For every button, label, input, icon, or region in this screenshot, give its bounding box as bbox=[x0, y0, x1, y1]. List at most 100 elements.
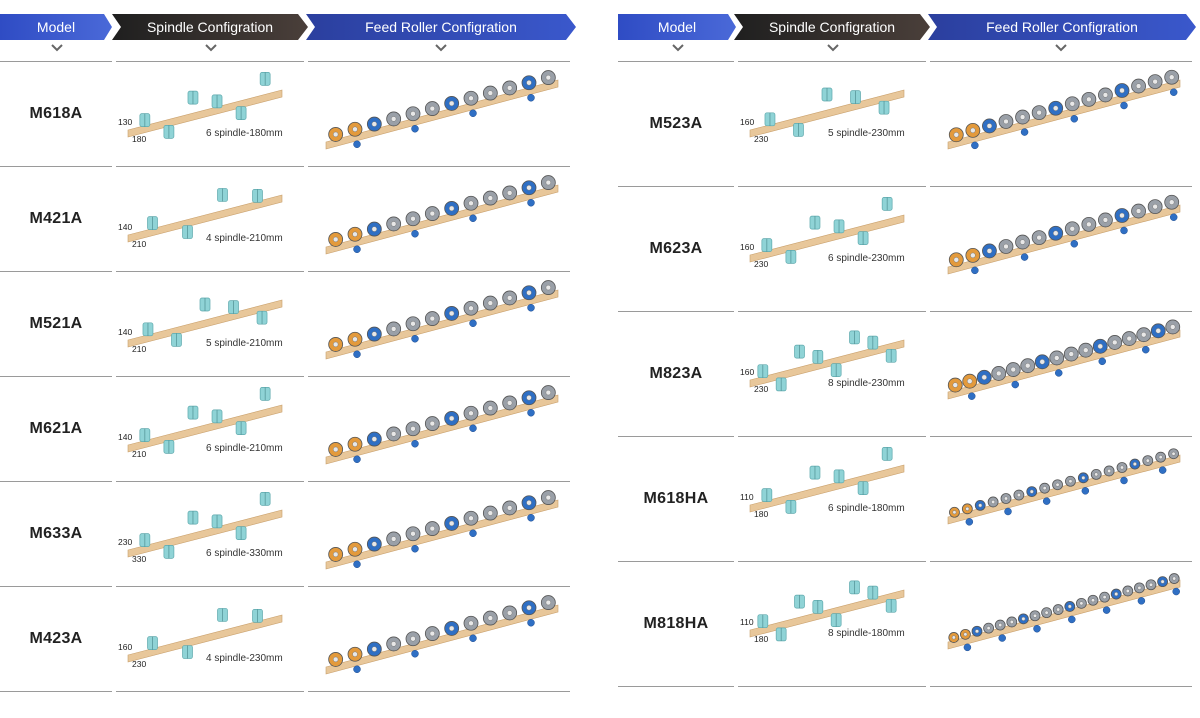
feed-roller-hub bbox=[448, 310, 455, 317]
table-row: M633A 230 330 6 spindle-330mm bbox=[0, 482, 576, 587]
row-divider bbox=[116, 481, 304, 482]
spindle-unit bbox=[857, 231, 869, 245]
feed-roller-lower bbox=[965, 518, 974, 526]
spindle-unit bbox=[794, 344, 805, 359]
feed-roller-hub bbox=[1160, 579, 1165, 584]
feed-roller-hub bbox=[410, 531, 416, 537]
spindle-unit bbox=[217, 608, 228, 622]
spindle-unit bbox=[163, 440, 175, 454]
spindle-unit bbox=[878, 100, 890, 115]
feed-beam bbox=[947, 79, 1181, 150]
feed-roller-hub bbox=[410, 321, 416, 327]
feed-roller-hub bbox=[1019, 114, 1026, 120]
feed-roller-hub bbox=[410, 216, 416, 222]
spindle-diagram: 160 230 6 spindle-230mm bbox=[740, 195, 922, 306]
spindle-unit bbox=[256, 310, 268, 325]
feed-roller-hub bbox=[1094, 472, 1099, 477]
feed-roller-hub bbox=[1097, 343, 1103, 350]
right-chevron-row bbox=[618, 40, 1196, 62]
feed-roller-hub bbox=[1169, 74, 1175, 80]
row-divider bbox=[0, 586, 112, 587]
feed-roller-hub bbox=[390, 326, 397, 332]
row-divider bbox=[116, 271, 304, 272]
feed-roller-hub bbox=[352, 651, 358, 657]
feed-roller-hub bbox=[526, 395, 532, 401]
feed-roller-hub bbox=[429, 525, 436, 532]
feed-roller-hub bbox=[1079, 601, 1084, 606]
spindle-unit bbox=[757, 614, 769, 629]
dim-width: 210 bbox=[132, 239, 147, 249]
dim-height: 160 bbox=[740, 117, 755, 127]
spindle-diagram: 110 180 6 spindle-180mm bbox=[740, 445, 922, 556]
feed-roller-hub bbox=[1158, 455, 1163, 460]
spindle-unit bbox=[881, 197, 893, 211]
feed-roller-lower bbox=[411, 125, 419, 133]
dim-width: 180 bbox=[754, 634, 769, 644]
feed-roller-hub bbox=[1141, 331, 1147, 338]
feed-roller-lower bbox=[527, 199, 535, 207]
feed-roller-hub bbox=[506, 295, 513, 301]
dim-width: 230 bbox=[754, 384, 769, 394]
spindle-unit bbox=[252, 189, 263, 203]
model-name: M618HA bbox=[643, 489, 709, 507]
feed-roller-hub bbox=[526, 80, 532, 86]
feed-roller-hub bbox=[1068, 351, 1074, 357]
feed-roller-hub bbox=[1112, 339, 1118, 346]
row-divider bbox=[308, 586, 570, 587]
spindle-unit bbox=[139, 113, 151, 127]
feed-roller-hub bbox=[1102, 92, 1109, 98]
feed-roller-lower bbox=[963, 643, 972, 652]
feed-roller-hub bbox=[1119, 212, 1125, 219]
feed-roller-hub bbox=[468, 620, 474, 626]
feed-svg bbox=[947, 69, 1181, 150]
feed-roller-hub bbox=[352, 336, 358, 342]
feed-roller-hub bbox=[1036, 234, 1042, 241]
model-name: M823A bbox=[649, 364, 703, 382]
spindle-unit bbox=[775, 627, 787, 642]
spindle-unit bbox=[182, 225, 193, 239]
feed-roller-hub bbox=[487, 300, 494, 306]
spindle-unit bbox=[182, 645, 193, 659]
feed-roller-hub bbox=[1039, 359, 1045, 365]
row-divider bbox=[116, 586, 304, 587]
feed-roller-hub bbox=[410, 426, 416, 432]
left-table: Model Spindle Configration Feed Roller C… bbox=[0, 14, 576, 692]
spindle-label: 6 spindle-330mm bbox=[206, 548, 283, 559]
feed-roller-lower bbox=[1011, 380, 1019, 389]
spindle-diagram: 110 180 8 spindle-180mm bbox=[740, 570, 922, 681]
row-divider bbox=[618, 686, 734, 687]
feed-roller-hub bbox=[1137, 585, 1142, 590]
feed-roller-hub bbox=[1069, 226, 1075, 232]
row-divider bbox=[930, 686, 1192, 687]
feed-roller-hub bbox=[332, 551, 339, 558]
feed-roller-hub bbox=[1119, 87, 1125, 94]
feed-roller-hub bbox=[1152, 203, 1158, 210]
feed-roller-hub bbox=[448, 415, 455, 422]
chevron-down-icon bbox=[434, 43, 448, 53]
feed-roller-hub bbox=[545, 494, 552, 501]
feed-roller-lower bbox=[971, 141, 979, 150]
feed-roller-hub bbox=[1083, 347, 1089, 353]
feed-roller-hub bbox=[487, 195, 494, 201]
feed-roller-hub bbox=[487, 615, 494, 621]
spindle-svg bbox=[749, 197, 905, 264]
spindle-unit bbox=[757, 364, 769, 379]
feed-roller-lower bbox=[527, 94, 535, 102]
spindle-svg bbox=[127, 387, 283, 454]
model-header: Model bbox=[0, 14, 112, 40]
spindle-unit bbox=[793, 123, 804, 137]
spindle-unit bbox=[163, 125, 175, 139]
feed-roller-hub bbox=[1003, 118, 1009, 125]
dim-height: 160 bbox=[118, 642, 133, 652]
row-divider bbox=[930, 436, 1192, 437]
dim-width: 230 bbox=[754, 259, 769, 269]
table-row: M523A 160 230 5 spindle-230mm bbox=[618, 62, 1196, 187]
feed-roller-lower bbox=[1081, 487, 1090, 495]
feed-roller-hub bbox=[1145, 458, 1150, 463]
spindle-beam bbox=[127, 194, 283, 243]
spindle-unit bbox=[259, 72, 271, 86]
feed-roller-hub bbox=[410, 636, 416, 642]
feed-roller-hub bbox=[468, 200, 474, 206]
spindle-diagram: 160 230 4 spindle-230mm bbox=[118, 595, 300, 686]
feed-roller-lower bbox=[998, 634, 1006, 642]
